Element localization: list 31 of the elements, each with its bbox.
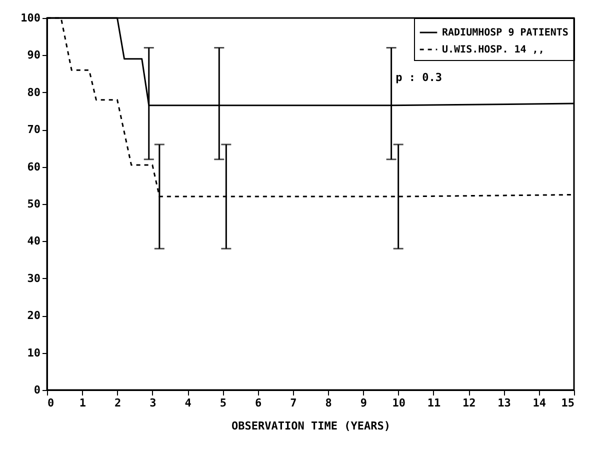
x-tick-label: 7 xyxy=(290,396,297,410)
legend-label: U.WIS.HOSP. 14 ,, xyxy=(442,44,544,56)
x-tick-label: 12 xyxy=(462,396,476,410)
x-tick-label: 6 xyxy=(254,396,262,410)
legend-label: RADIUMHOSP 9 PATIENTS xyxy=(442,28,568,38)
x-tick-label: 9 xyxy=(360,396,368,410)
y-tick-label: 100 xyxy=(20,12,40,24)
y-tick-label: 80 xyxy=(27,86,40,99)
x-tick-label: 2 xyxy=(114,396,122,410)
y-tick-label: 30 xyxy=(27,272,40,285)
x-tick-label: 1 xyxy=(79,396,86,410)
y-tick-label: 0 xyxy=(34,384,40,396)
x-tick-label: 13 xyxy=(498,396,511,410)
x-tick-label: 10 xyxy=(392,396,406,410)
x-tick-label: 3 xyxy=(150,396,156,410)
x-tick-label: 15 xyxy=(561,396,574,410)
y-tick-label: 10 xyxy=(27,346,40,360)
y-tick-label: 50 xyxy=(27,198,40,210)
y-tick-label: 20 xyxy=(27,309,40,322)
x-tick-label: 0 xyxy=(48,396,54,410)
y-tick-label: 60 xyxy=(27,160,40,174)
x-tick-label: 14 xyxy=(532,396,546,410)
y-tick-label: 90 xyxy=(27,48,40,62)
y-tick-label: 70 xyxy=(27,123,40,136)
y-tick-label: 40 xyxy=(27,234,40,248)
x-tick-label: 8 xyxy=(325,396,332,410)
annotation: p : 0.3 xyxy=(396,71,442,84)
x-axis-title: OBSERVATION TIME (YEARS) xyxy=(232,420,390,432)
x-tick-label: 4 xyxy=(184,396,192,410)
x-tick-label: 5 xyxy=(220,396,226,410)
x-tick-label: 11 xyxy=(427,396,441,410)
